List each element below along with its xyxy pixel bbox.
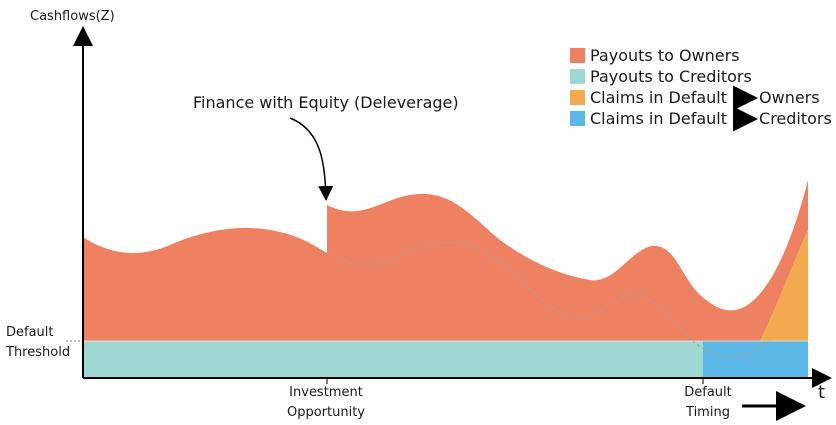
annotation-arrow: [289, 117, 334, 201]
creditors-area: [83, 341, 703, 378]
legend: Payouts to Owners Payouts to Creditors Cla…: [570, 46, 832, 132]
legend-label: Claims in Default: [590, 88, 727, 107]
marker-label: Opportunity: [287, 405, 365, 420]
previous-path: [326, 241, 771, 358]
marker-label: Default: [684, 385, 732, 400]
legend-swatch: [570, 111, 585, 126]
threshold-label: Threshold: [5, 345, 70, 360]
x-axis-label: t: [818, 382, 825, 403]
owners-area: [83, 180, 808, 341]
legend-swatch: [570, 90, 585, 105]
legend-target: Creditors: [759, 109, 832, 128]
y-axis-label: Cashflows(Z): [30, 9, 115, 24]
legend-target: Owners: [759, 88, 820, 107]
threshold-label: Default: [6, 325, 54, 340]
legend-swatch: [570, 69, 585, 84]
claims-owners-area: [760, 230, 808, 341]
marker-label: Timing: [685, 405, 730, 420]
legend-label: Claims in Default: [590, 109, 727, 128]
legend-label: Payouts to Owners: [590, 46, 740, 65]
legend-swatch: [570, 48, 585, 63]
annotation: Finance with Equity (Deleverage): [193, 93, 459, 112]
claims-creditors-area: [703, 341, 808, 378]
marker-label: Investment: [289, 385, 363, 400]
legend-label: Payouts to Creditors: [590, 67, 752, 86]
